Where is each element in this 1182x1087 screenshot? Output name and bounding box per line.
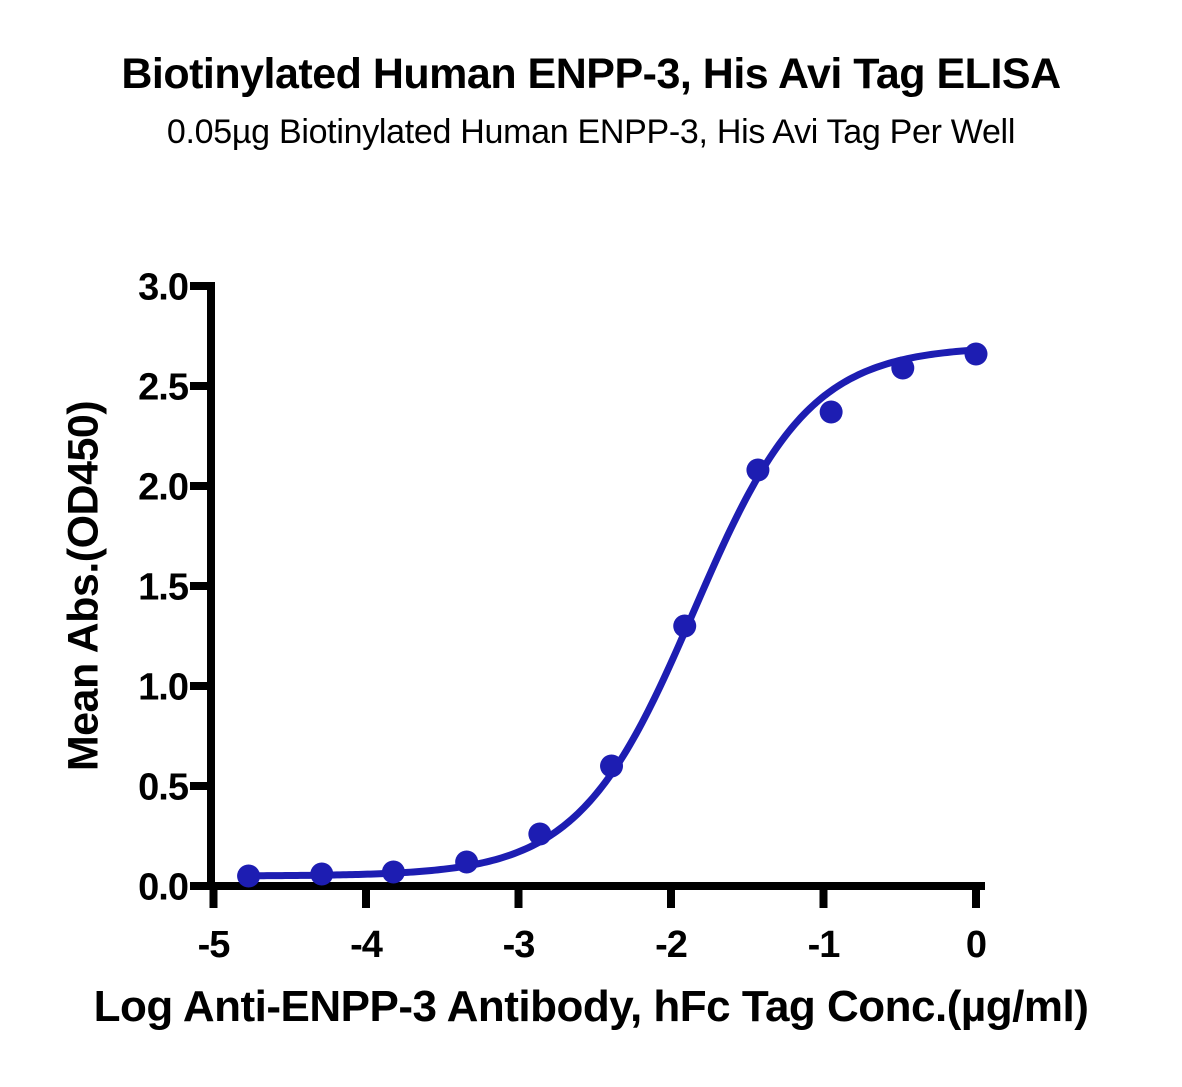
x-tick-label: -2 (655, 924, 687, 966)
data-point (746, 458, 770, 482)
data-point (455, 850, 479, 874)
y-tick-label: 1.5 (138, 567, 189, 609)
data-point (381, 860, 405, 884)
y-tick-label: 3.0 (138, 267, 188, 309)
data-point (310, 862, 334, 886)
data-point (891, 356, 915, 380)
data-point (673, 614, 697, 638)
y-tick-label: 0.0 (138, 867, 188, 909)
fit-curve (245, 346, 978, 880)
data-point (528, 822, 552, 846)
x-tick-label: -1 (808, 924, 841, 966)
x-axis-title: Log Anti-ENPP-3 Antibody, hFc Tag Conc.(… (93, 982, 1089, 1031)
chart-title: Biotinylated Human ENPP-3, His Avi Tag E… (121, 50, 1061, 98)
data-point (964, 342, 988, 366)
x-tick-label: -4 (350, 924, 383, 966)
y-tick-label: 2.0 (138, 467, 188, 509)
data-point (600, 754, 624, 778)
data-point (819, 400, 843, 424)
y-tick-label: 0.5 (138, 767, 189, 809)
x-tick-label: -3 (503, 924, 535, 966)
y-tick-label: 2.5 (138, 367, 189, 409)
chart-subtitle: 0.05µg Biotinylated Human ENPP-3, His Av… (166, 113, 1016, 151)
x-tick-label: -5 (198, 924, 231, 966)
data-point (237, 864, 261, 888)
y-tick-label: 1.0 (138, 667, 188, 709)
x-tick-label: 0 (966, 924, 986, 966)
